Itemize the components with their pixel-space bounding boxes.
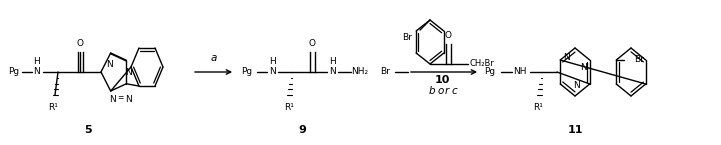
Text: N: N	[110, 96, 116, 105]
Text: NH: NH	[513, 68, 527, 77]
Text: N: N	[329, 68, 335, 77]
Text: H: H	[34, 58, 40, 67]
Text: O: O	[309, 39, 316, 48]
Text: H: H	[269, 58, 275, 67]
Text: N: N	[125, 96, 131, 105]
Text: N: N	[574, 81, 580, 90]
Text: Pg: Pg	[9, 68, 19, 77]
Text: N: N	[106, 60, 113, 69]
Text: R¹: R¹	[533, 104, 543, 113]
Text: R¹: R¹	[48, 104, 58, 113]
Text: H: H	[329, 58, 335, 67]
Text: 5: 5	[84, 125, 92, 135]
Text: O: O	[76, 39, 84, 48]
Text: Br: Br	[402, 33, 412, 42]
Text: $\mathit{b}$ or $\mathit{c}$: $\mathit{b}$ or $\mathit{c}$	[428, 84, 460, 96]
Text: O: O	[445, 31, 451, 40]
Text: N: N	[564, 54, 570, 62]
Text: $\mathit{a}$: $\mathit{a}$	[210, 53, 217, 63]
Text: N: N	[580, 64, 587, 72]
Text: =: =	[117, 94, 123, 103]
Text: CH₂Br: CH₂Br	[469, 59, 495, 68]
Text: N: N	[269, 68, 275, 77]
Text: Br: Br	[380, 68, 390, 77]
Text: R¹: R¹	[284, 104, 294, 113]
Text: 11: 11	[567, 125, 583, 135]
Text: NH₂: NH₂	[351, 68, 368, 77]
Text: N: N	[34, 68, 40, 77]
Text: 10: 10	[434, 75, 450, 85]
Text: N: N	[125, 68, 132, 77]
Text: Br: Br	[634, 56, 644, 65]
Text: Pg: Pg	[485, 68, 495, 77]
Text: Pg: Pg	[242, 68, 252, 77]
Text: 9: 9	[298, 125, 306, 135]
